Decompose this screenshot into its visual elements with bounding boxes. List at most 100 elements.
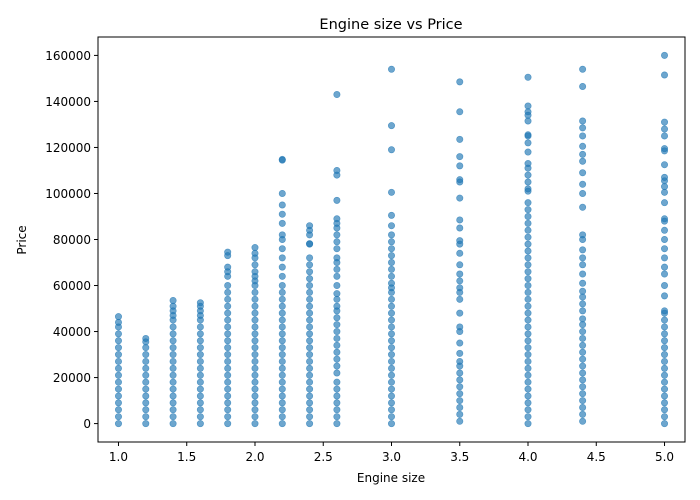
data-point (387, 245, 395, 253)
data-point (333, 406, 341, 414)
data-point (579, 390, 587, 398)
data-point (278, 219, 286, 227)
data-point (306, 337, 314, 345)
data-point (169, 378, 177, 386)
data-point (333, 166, 341, 174)
data-point (524, 302, 532, 310)
data-point (387, 265, 395, 273)
data-point (142, 392, 150, 400)
data-point (456, 357, 464, 365)
y-tick-label: 0 (83, 417, 91, 431)
data-point (456, 339, 464, 347)
data-point (333, 272, 341, 280)
data-point (251, 364, 259, 372)
data-point (456, 397, 464, 405)
data-point (224, 288, 232, 296)
data-point (579, 397, 587, 405)
data-point (306, 364, 314, 372)
data-point (251, 357, 259, 365)
data-point (387, 279, 395, 287)
data-point (224, 344, 232, 352)
data-point (661, 392, 669, 400)
x-tick-label: 4.5 (587, 450, 606, 464)
data-point (142, 357, 150, 365)
data-point (224, 378, 232, 386)
data-point (196, 330, 204, 338)
data-point (524, 323, 532, 331)
data-point (579, 369, 587, 377)
data-point (456, 135, 464, 143)
data-point (278, 288, 286, 296)
data-point (224, 351, 232, 359)
data-point (579, 328, 587, 336)
data-point (387, 295, 395, 303)
data-point (387, 323, 395, 331)
data-point (579, 180, 587, 188)
data-point (661, 399, 669, 407)
y-tick-label: 120000 (45, 141, 91, 155)
data-point (333, 420, 341, 428)
data-point (456, 224, 464, 232)
data-point (661, 385, 669, 393)
data-point (579, 142, 587, 150)
data-point (661, 188, 669, 196)
data-point (306, 371, 314, 379)
data-point (251, 316, 259, 324)
data-point (169, 371, 177, 379)
data-point (278, 189, 286, 197)
data-point (524, 219, 532, 227)
data-point (169, 323, 177, 331)
data-point (333, 413, 341, 421)
data-point (579, 383, 587, 391)
data-point (251, 406, 259, 414)
data-point (661, 173, 669, 181)
data-point (196, 323, 204, 331)
data-point (306, 378, 314, 386)
data-point (278, 378, 286, 386)
data-point (278, 309, 286, 317)
data-point (114, 385, 122, 393)
data-point (387, 65, 395, 73)
data-point (278, 245, 286, 253)
data-point (251, 309, 259, 317)
data-point (114, 313, 122, 321)
data-point (224, 392, 232, 400)
data-point (333, 321, 341, 329)
data-point (524, 268, 532, 276)
data-point (306, 261, 314, 269)
data-point (661, 236, 669, 244)
y-tick-label: 160000 (45, 49, 91, 63)
data-point (278, 337, 286, 345)
data-point (333, 295, 341, 303)
data-point (333, 282, 341, 290)
data-point (306, 254, 314, 262)
data-point (169, 302, 177, 310)
data-point (278, 155, 286, 163)
data-point (278, 302, 286, 310)
data-point (114, 364, 122, 372)
data-point (169, 420, 177, 428)
data-point (456, 295, 464, 303)
data-point (251, 413, 259, 421)
data-point (169, 296, 177, 304)
data-point (661, 71, 669, 79)
y-axis-label: Price (15, 225, 29, 254)
data-point (333, 265, 341, 273)
data-point (333, 392, 341, 400)
data-point (456, 376, 464, 384)
data-point (306, 330, 314, 338)
data-point (579, 410, 587, 418)
data-point (661, 282, 669, 290)
data-point (278, 316, 286, 324)
data-point (114, 413, 122, 421)
data-point (524, 131, 532, 139)
data-point (333, 290, 341, 298)
data-point (524, 357, 532, 365)
data-point (579, 246, 587, 254)
data-point (661, 132, 669, 140)
data-point (579, 117, 587, 125)
data-point (524, 392, 532, 400)
data-point (456, 383, 464, 391)
data-point (579, 315, 587, 323)
data-point (579, 307, 587, 315)
